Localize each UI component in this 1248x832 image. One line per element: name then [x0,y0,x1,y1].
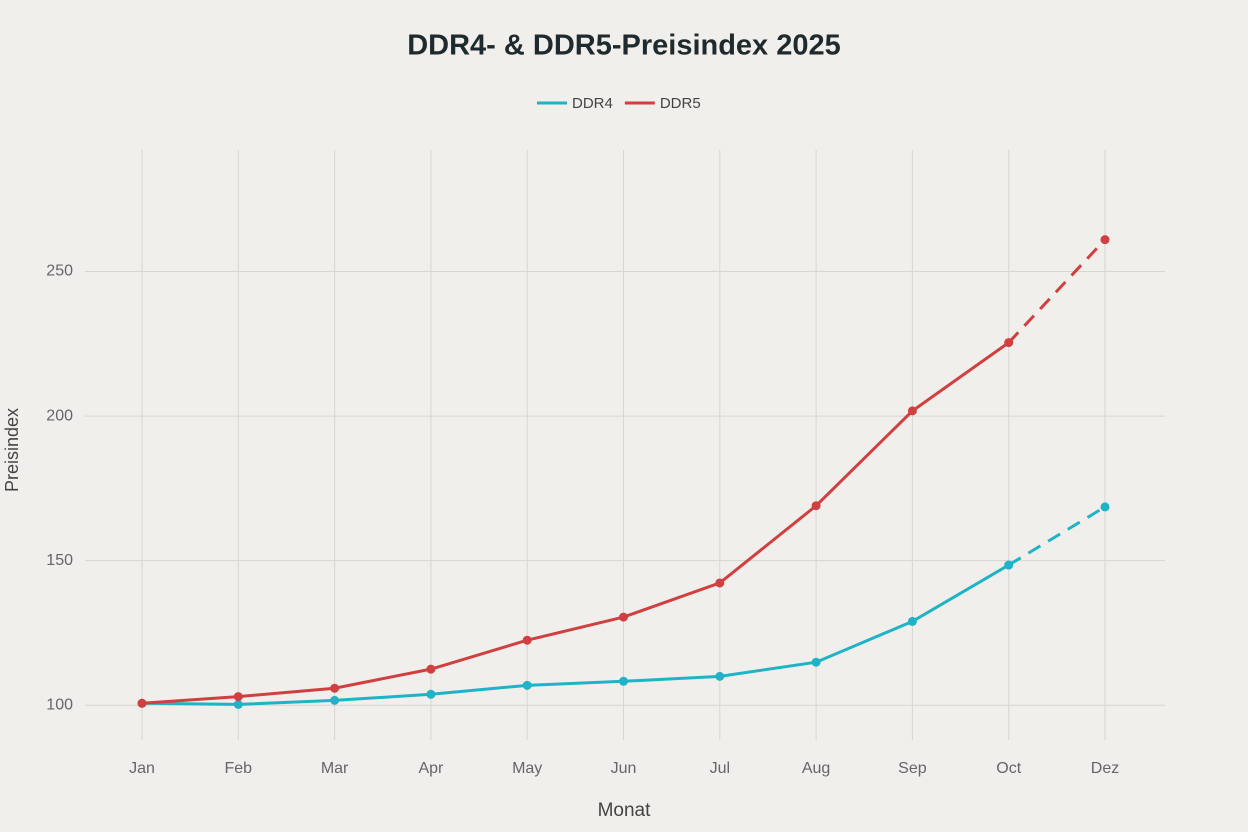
data-point [426,689,436,699]
data-point [1004,560,1014,570]
x-tick-label: Mar [321,760,349,777]
data-point [619,676,628,686]
x-tick-label: Jul [710,760,730,777]
data-point [522,680,532,690]
data-point [619,612,628,622]
series-line-dashed [1007,238,1107,344]
data-point [330,695,340,705]
series-line [141,341,1010,705]
data-point [426,664,436,674]
y-axis-title: Preisindex [2,408,22,492]
data-point [1100,235,1110,245]
x-tick-label: Apr [418,760,444,777]
x-tick-label: Dez [1091,760,1119,777]
legend: DDR4 DDR5 [537,95,701,112]
data-point [522,635,532,645]
data-point [715,578,725,588]
data-point [1004,338,1014,348]
data-point [811,501,821,511]
y-tick-label: 100 [46,697,73,714]
x-tick-label: Oct [996,760,1021,777]
y-tick-label: 150 [46,552,73,569]
x-tick-label: Aug [802,760,830,777]
chart-title: DDR4- & DDR5-Preisindex 2025 [407,30,841,62]
legend-label: DDR5 [660,95,701,112]
x-tick-label: Feb [225,760,253,777]
x-tick-label: Jun [611,760,637,777]
series-line [141,563,1010,706]
data-point [811,657,821,667]
y-tick-label: 200 [46,407,73,424]
x-tick-label: May [512,760,542,777]
data-point [233,692,243,702]
data-point [233,699,243,709]
data-point [907,406,917,416]
x-axis-title: Monat [598,800,652,821]
legend-label: DDR4 [572,95,613,112]
y-tick-label: 250 [46,263,73,280]
x-tick-label: Jan [129,760,155,777]
data-point [715,671,725,681]
data-point [907,616,917,626]
data-point [330,683,340,693]
data-point [1100,502,1110,512]
x-tick-label: Sep [898,760,927,777]
data-point [137,698,147,708]
series-line-dashed [1007,505,1106,567]
